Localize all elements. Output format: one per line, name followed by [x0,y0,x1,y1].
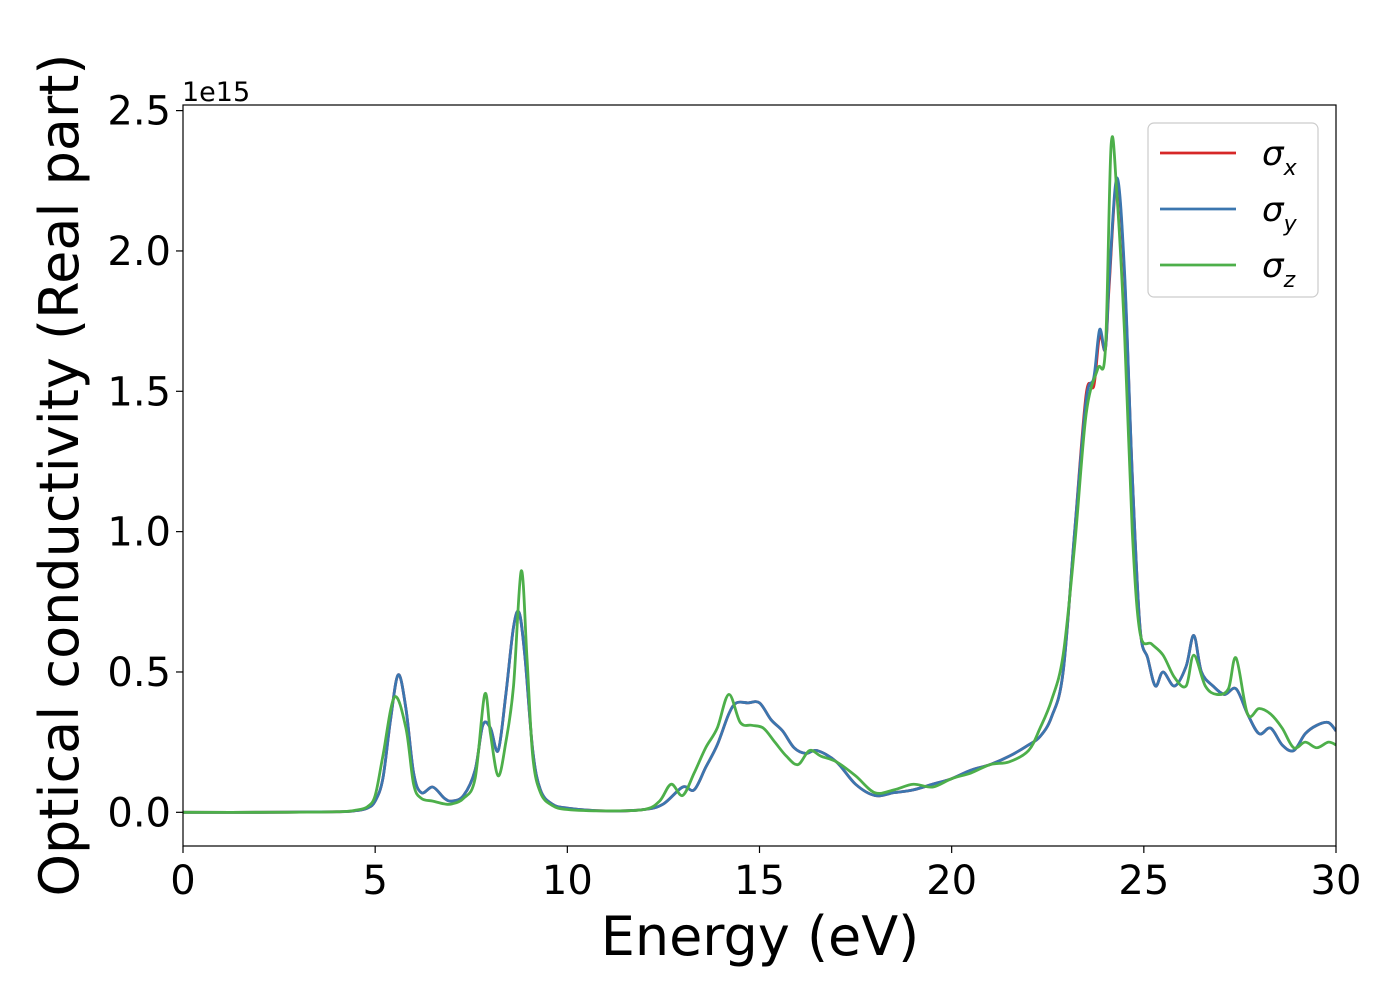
y-offset-label: 1e15 [182,77,250,108]
x-tick-label: 5 [362,858,387,904]
x-tick-label: 0 [170,858,195,904]
y-tick-label: 1.0 [107,510,171,556]
y-axis-label: Optical conductivity (Real part) [28,54,91,897]
x-tick-label: 15 [734,858,785,904]
y-tick-label: 1.5 [107,369,171,415]
x-tick-label: 25 [1118,858,1169,904]
plot-area [183,135,1336,814]
y-tick-label: 2.0 [107,229,171,275]
y-tick-label: 0.5 [107,650,171,696]
y-tick-label: 2.5 [107,89,171,135]
series-line-sigma-z [183,135,1336,814]
x-tick-label: 20 [926,858,977,904]
series-lines [183,135,1336,814]
axes: 0 5 10 15 20 25 30 0.0 0.5 1.0 1.5 2.0 2.5 [107,89,1361,904]
x-tick-label: 10 [542,858,593,904]
x-axis-label: Energy (eV) [601,905,920,968]
y-tick-label: 0.0 [107,790,171,836]
x-tick-label: 30 [1311,858,1362,904]
